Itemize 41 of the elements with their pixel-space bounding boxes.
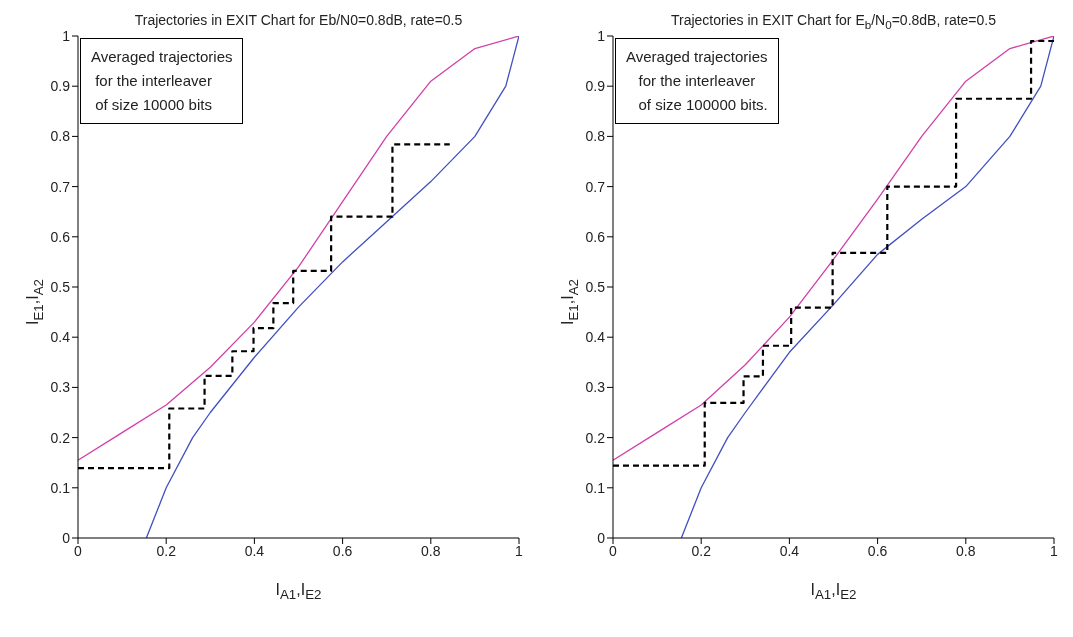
y-tick-label: 0.2 — [585, 429, 606, 446]
x-tick-label: 0.8 — [421, 542, 441, 559]
y-tick-label: 0.6 — [50, 228, 71, 245]
x-tick-label: 0.4 — [244, 542, 265, 559]
y-tick-label: 1 — [597, 27, 606, 44]
y-tick-label: 0.3 — [585, 379, 606, 396]
x-tick-label: 0.2 — [156, 542, 177, 559]
y-tick-label: 0.2 — [50, 429, 71, 446]
x-axis-title: I$_{A1}$,I$_{E2}$ — [809, 580, 858, 602]
annotation: Averaged trajectories for the interleaver of size 10000 bits — [80, 38, 244, 124]
x-tick-label: 0.4 — [779, 542, 800, 559]
x-tick-label: 0.6 — [867, 542, 888, 559]
y-tick-label: 0.5 — [585, 278, 606, 295]
y-tick-label: 1 — [62, 27, 71, 44]
annotation: Averaged trajectories for the interleaver of size 100000 bits. — [615, 38, 779, 124]
x-tick-label: 0.8 — [956, 542, 976, 559]
y-tick-label: 0.9 — [50, 78, 71, 95]
y-tick-label: 0.6 — [585, 228, 606, 245]
y-tick-label: 0.8 — [50, 128, 71, 145]
chart-title: Trajectories in EXIT Chart for E$_{b}$/N$_{0}$=0.8dB, rate=0.5 — [670, 12, 997, 31]
y-tick-label: 0 — [62, 529, 71, 546]
x-axis-title: I$_{A1}$,I$_{E2}$ — [274, 580, 323, 602]
x-tick-label: 0 — [609, 542, 618, 559]
y-tick-label: 0.5 — [50, 278, 71, 295]
y-tick-label: 0.1 — [50, 479, 71, 496]
y-tick-label: 0.4 — [585, 329, 606, 346]
x-tick-label: 1 — [1050, 542, 1059, 559]
x-tick-label: 0.6 — [332, 542, 353, 559]
chart-title: Trajectories in EXIT Chart for Eb/N0=0.8dB, rate=0.5 — [133, 12, 464, 28]
y-tick-label: 0.8 — [585, 128, 606, 145]
x-tick-label: 0.2 — [691, 542, 712, 559]
x-tick-label: 1 — [515, 542, 524, 559]
y-tick-label: 0.1 — [585, 479, 606, 496]
y-tick-label: 0.9 — [585, 78, 606, 95]
y-tick-label: 0.7 — [585, 178, 606, 195]
y-tick-label: 0.3 — [50, 379, 71, 396]
line-series — [78, 36, 519, 461]
y-tick-label: 0.4 — [50, 329, 71, 346]
x-tick-label: 0 — [74, 542, 83, 559]
y-tick-label: 0.7 — [50, 178, 71, 195]
y-tick-label: 0 — [597, 529, 606, 546]
